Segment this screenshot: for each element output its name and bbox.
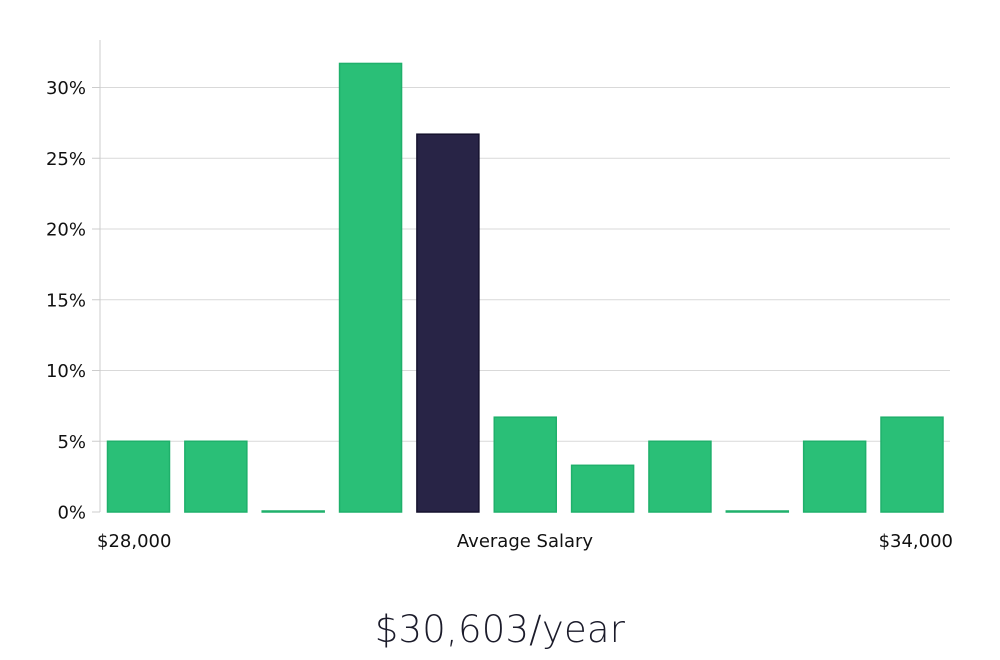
bar xyxy=(880,416,944,513)
bar xyxy=(338,62,403,513)
bar xyxy=(648,440,712,513)
y-tick-label: 0% xyxy=(57,503,86,524)
bar-average-salary xyxy=(416,133,480,513)
bar xyxy=(493,416,557,513)
bar xyxy=(570,464,635,513)
y-tick-labels: 0% 5% 10% 15% 20% 25% 30% xyxy=(46,78,100,524)
average-salary-value: $30,603/year xyxy=(374,608,626,651)
bar xyxy=(261,510,325,513)
y-tick-label: 10% xyxy=(46,361,86,382)
y-tick-label: 20% xyxy=(46,220,86,241)
bar xyxy=(725,510,790,513)
bar xyxy=(184,440,248,513)
y-tick-label: 30% xyxy=(46,78,86,99)
gridlines xyxy=(100,87,950,442)
x-left-label: $28,000 xyxy=(97,531,171,552)
y-tick-label: 5% xyxy=(57,432,86,453)
bar xyxy=(802,440,867,513)
y-tick-label: 15% xyxy=(46,290,86,311)
bar xyxy=(106,440,171,513)
x-center-label: Average Salary xyxy=(457,531,594,552)
bars xyxy=(106,62,944,513)
x-right-label: $34,000 xyxy=(879,531,953,552)
salary-histogram: 0% 5% 10% 15% 20% 25% 30% $28,000 Average Sala… xyxy=(46,40,953,552)
y-tick-label: 25% xyxy=(46,149,86,170)
